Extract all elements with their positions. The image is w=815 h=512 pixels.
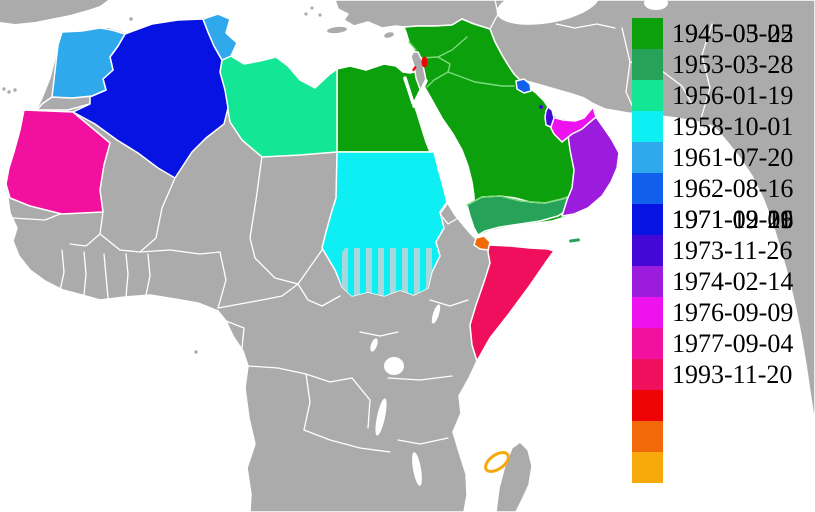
legend-date: 1962-08-16	[672, 174, 794, 203]
region-comoros-ellipse	[484, 451, 510, 473]
legend-label-row-12: 1993-11-20	[670, 359, 815, 390]
region-qatar	[544, 106, 555, 128]
lake-tanganyika	[375, 398, 387, 436]
legend-label-row-8: 1973-11-26	[670, 235, 815, 266]
legend-swatch-1962-08-16	[632, 204, 663, 236]
legend-labels: 1945-03-22 1945-05-05 1953-03-28 1956-01…	[670, 18, 815, 390]
lake-victoria	[384, 357, 404, 375]
legend-label-row-5: 1961-07-20	[670, 142, 815, 173]
legend-date: 1971-09-29	[672, 205, 794, 234]
region-palestine-gaza	[412, 65, 417, 72]
legend-label-row-1: 1945-03-22 1945-05-05	[670, 18, 815, 49]
region-bahrain	[539, 105, 543, 109]
central-asia-border	[555, 23, 616, 29]
region-mauritania	[5, 109, 111, 215]
legend-date: 1971-12-06	[672, 205, 794, 234]
aegean-island	[318, 13, 322, 17]
legend-label-row-6: 1962-08-16	[670, 173, 815, 204]
legend-label-row-2: 1953-03-28	[670, 49, 815, 80]
lake-albert	[370, 338, 378, 352]
legend-date: 1945-03-22	[672, 19, 794, 48]
socotra-island	[569, 238, 581, 243]
legend-swatch-1973-11-26	[632, 328, 663, 360]
lake-malawi	[412, 452, 422, 486]
legend-label-row-10: 1976-09-09	[670, 297, 815, 328]
legend-date: 1953-03-28	[672, 50, 794, 79]
region-palestine-west-bank	[421, 56, 428, 68]
aegean-island	[304, 12, 308, 16]
legend-swatch-1953-03-28	[632, 80, 663, 112]
legend-date: 1971-09-11	[672, 205, 793, 234]
aegean-island	[310, 6, 314, 10]
aral-sea	[644, 0, 668, 10]
canary-island	[2, 87, 6, 91]
legend-date: 1956-01-19	[672, 81, 794, 110]
legend-swatch-1945-05-05	[632, 49, 663, 81]
legend-date: 1993-11-20	[672, 360, 793, 389]
cyprus	[384, 32, 394, 38]
legend-label-row-3: 1956-01-19	[670, 80, 815, 111]
gulf-of-suez	[403, 76, 415, 105]
saudi-yemen-border	[466, 194, 575, 206]
legend-label-row-4: 1958-10-01	[670, 111, 815, 142]
legend-swatch-1974-02-14	[632, 359, 663, 391]
legend-swatch-1958-10-01	[632, 142, 663, 174]
madagascar	[495, 441, 533, 512]
balearic-island	[129, 17, 133, 21]
iberia	[0, 0, 108, 24]
legend-date: 1958-10-01	[672, 112, 794, 141]
legend-swatch-1956-01-19	[632, 111, 663, 143]
canary-island	[13, 88, 17, 92]
legend-label-row-7: 1971-09-11 1971-09-29 1971-12-06	[670, 204, 815, 235]
canary-island	[7, 90, 11, 94]
legend-date: 1974-02-14	[672, 267, 794, 296]
iran-east-border	[621, 27, 636, 113]
gulf-of-aqaba	[412, 79, 428, 108]
region-morocco	[51, 27, 126, 99]
region-uae	[548, 106, 597, 143]
crete	[327, 26, 347, 34]
legend-date: 1945-05-05	[672, 19, 794, 48]
region-kuwait	[515, 78, 532, 94]
region-tunisia	[202, 13, 238, 61]
caspian-sea	[496, 0, 600, 25]
legend-swatch-1961-07-20	[632, 173, 663, 205]
lake-turkana	[431, 304, 441, 324]
legend-swatch-1971-09-29	[632, 266, 663, 298]
legend-swatch-1993-11-20	[632, 452, 663, 483]
legend-date: 1977-09-04	[672, 329, 794, 358]
legend-swatch-1976-09-09	[632, 390, 663, 422]
african-country-borders	[12, 155, 469, 453]
region-djibouti	[473, 235, 491, 251]
legend-swatch-1977-09-04	[632, 421, 663, 453]
legend-date: 1961-07-20	[672, 143, 794, 172]
legend-swatch-1971-09-11	[632, 235, 663, 267]
legend-date: 1973-11-26	[672, 236, 793, 265]
turkey-iran-border	[489, 0, 499, 30]
legend-swatch-1945-03-22	[632, 18, 663, 50]
legend-swatch-column	[632, 18, 663, 483]
legend-swatch-1971-12-06	[632, 297, 663, 329]
region-south-sudan-stripes	[336, 248, 438, 296]
legend-label-row-9: 1974-02-14	[670, 266, 815, 297]
region-somalia	[469, 244, 555, 362]
pakistan-india-border	[699, 23, 713, 123]
legend-label-row-11: 1977-09-04	[670, 328, 815, 359]
region-libya	[219, 55, 338, 158]
sao-tome-island	[194, 350, 198, 354]
legend-date: 1976-09-09	[672, 298, 794, 327]
